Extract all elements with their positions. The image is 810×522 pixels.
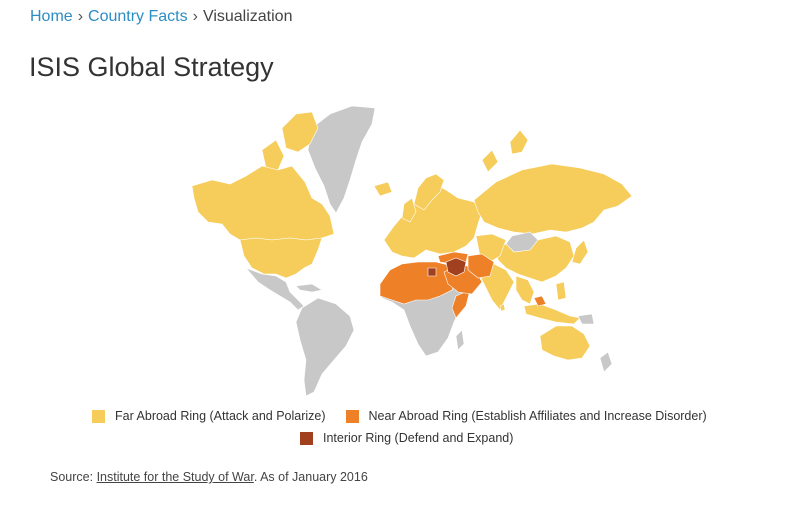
- legend-row: Interior Ring (Defend and Expand): [300, 429, 513, 447]
- map-region-indonesia[interactable]: [523, 303, 581, 325]
- map-region-baffin[interactable]: [261, 139, 285, 171]
- legend-item-far: Far Abroad Ring (Attack and Polarize): [92, 409, 326, 423]
- map-region-sri-lanka[interactable]: [499, 303, 506, 312]
- legend-item-near: Near Abroad Ring (Establish Affiliates a…: [345, 409, 707, 423]
- breadcrumb-home-link[interactable]: Home: [30, 8, 73, 25]
- breadcrumb-separator: ›: [192, 8, 198, 25]
- map-region-australia[interactable]: [539, 325, 591, 361]
- breadcrumb-current: Visualization: [202, 8, 293, 25]
- map-region-scandinavia[interactable]: [413, 173, 445, 211]
- map-region-south-america[interactable]: [295, 297, 355, 397]
- legend-label-interior: Interior Ring (Defend and Expand): [323, 431, 514, 445]
- page-title: ISIS Global Strategy: [29, 52, 274, 82]
- breadcrumb-country-facts-link[interactable]: Country Facts: [88, 8, 188, 25]
- legend-swatch-interior: [300, 431, 313, 445]
- legend-swatch-far: [92, 409, 105, 423]
- legend-row-2: Interior Ring (Defend and Expand): [300, 429, 513, 447]
- map-region-iceland[interactable]: [373, 181, 393, 197]
- source-link[interactable]: Institute for the Study of War: [96, 470, 254, 484]
- map-region-russia[interactable]: [473, 163, 633, 235]
- legend-row: Far Abroad Ring (Attack and Polarize) Ne…: [92, 407, 707, 425]
- map-region-southeast-asia[interactable]: [515, 275, 535, 305]
- map-region-greenland[interactable]: [307, 105, 376, 214]
- breadcrumb-separator: ›: [77, 8, 84, 25]
- legend-swatch-near: [345, 409, 359, 423]
- map-region-syria-iraq[interactable]: [445, 257, 467, 277]
- map-region-libya[interactable]: [427, 267, 437, 277]
- map-region-north-america-north[interactable]: [191, 165, 335, 241]
- map-region-east-asia[interactable]: [495, 235, 575, 283]
- source-prefix: Source:: [50, 470, 97, 484]
- legend-label-near: Near Abroad Ring (Establish Affiliates a…: [368, 409, 707, 423]
- map-region-north-africa[interactable]: [379, 261, 459, 305]
- map-region-uk[interactable]: [401, 197, 417, 223]
- map-region-iran-afghanistan[interactable]: [467, 253, 495, 279]
- source-suffix: . As of January 2016: [253, 470, 368, 484]
- world-map: [180, 100, 640, 400]
- map-region-russian-arctic[interactable]: [509, 129, 529, 155]
- map-region-new-zealand[interactable]: [599, 351, 613, 373]
- map-region-japan[interactable]: [571, 239, 589, 265]
- map-region-arctic-islands[interactable]: [281, 111, 319, 153]
- map-region-philippines[interactable]: [555, 281, 567, 301]
- map-region-usa[interactable]: [239, 237, 323, 279]
- legend-label-far: Far Abroad Ring (Attack and Polarize): [115, 409, 326, 423]
- legend-item-interior: Interior Ring (Defend and Expand): [300, 431, 513, 445]
- world-map-svg: [191, 105, 633, 397]
- map-region-novaya-zemlya[interactable]: [481, 149, 499, 173]
- map-region-madagascar[interactable]: [455, 329, 465, 351]
- breadcrumb: Home › Country Facts › Visualization: [30, 7, 292, 27]
- map-region-papua[interactable]: [577, 313, 595, 325]
- map-region-central-america[interactable]: [245, 267, 305, 311]
- legend: Far Abroad Ring (Attack and Polarize) Ne…: [92, 407, 707, 425]
- source-note: Source: Institute for the Study of War. …: [50, 470, 368, 484]
- map-region-malaysia[interactable]: [533, 295, 547, 307]
- map-region-caribbean[interactable]: [295, 283, 323, 293]
